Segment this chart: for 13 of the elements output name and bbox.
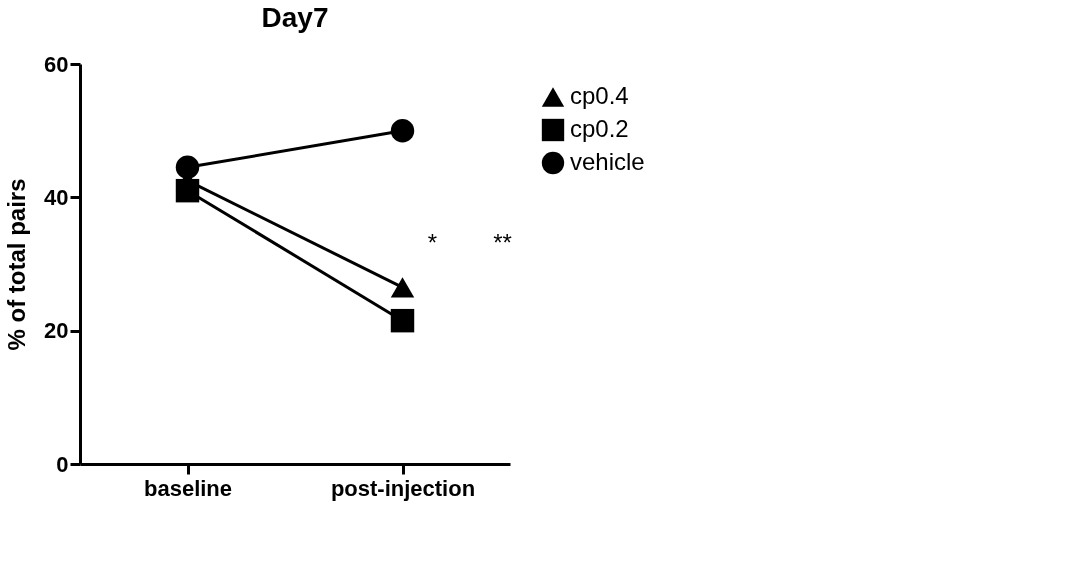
annotation: *: [427, 229, 438, 256]
x-tick-label: post-injection: [330, 475, 476, 501]
legend-label: cp0.2: [570, 115, 629, 142]
annotation: **: [493, 229, 512, 256]
legend-label: vehicle: [570, 148, 645, 175]
y-tick-label: 60: [44, 51, 69, 77]
y-tick-label: 20: [44, 318, 69, 344]
y-tick-label: 0: [56, 451, 69, 477]
x-tick-label: baseline: [143, 475, 233, 501]
chart-title: Day7: [261, 2, 329, 33]
legend-label: cp0.4: [570, 82, 629, 109]
y-tick-label: 40: [44, 184, 69, 210]
y-axis-title: % of total pairs: [3, 178, 31, 351]
